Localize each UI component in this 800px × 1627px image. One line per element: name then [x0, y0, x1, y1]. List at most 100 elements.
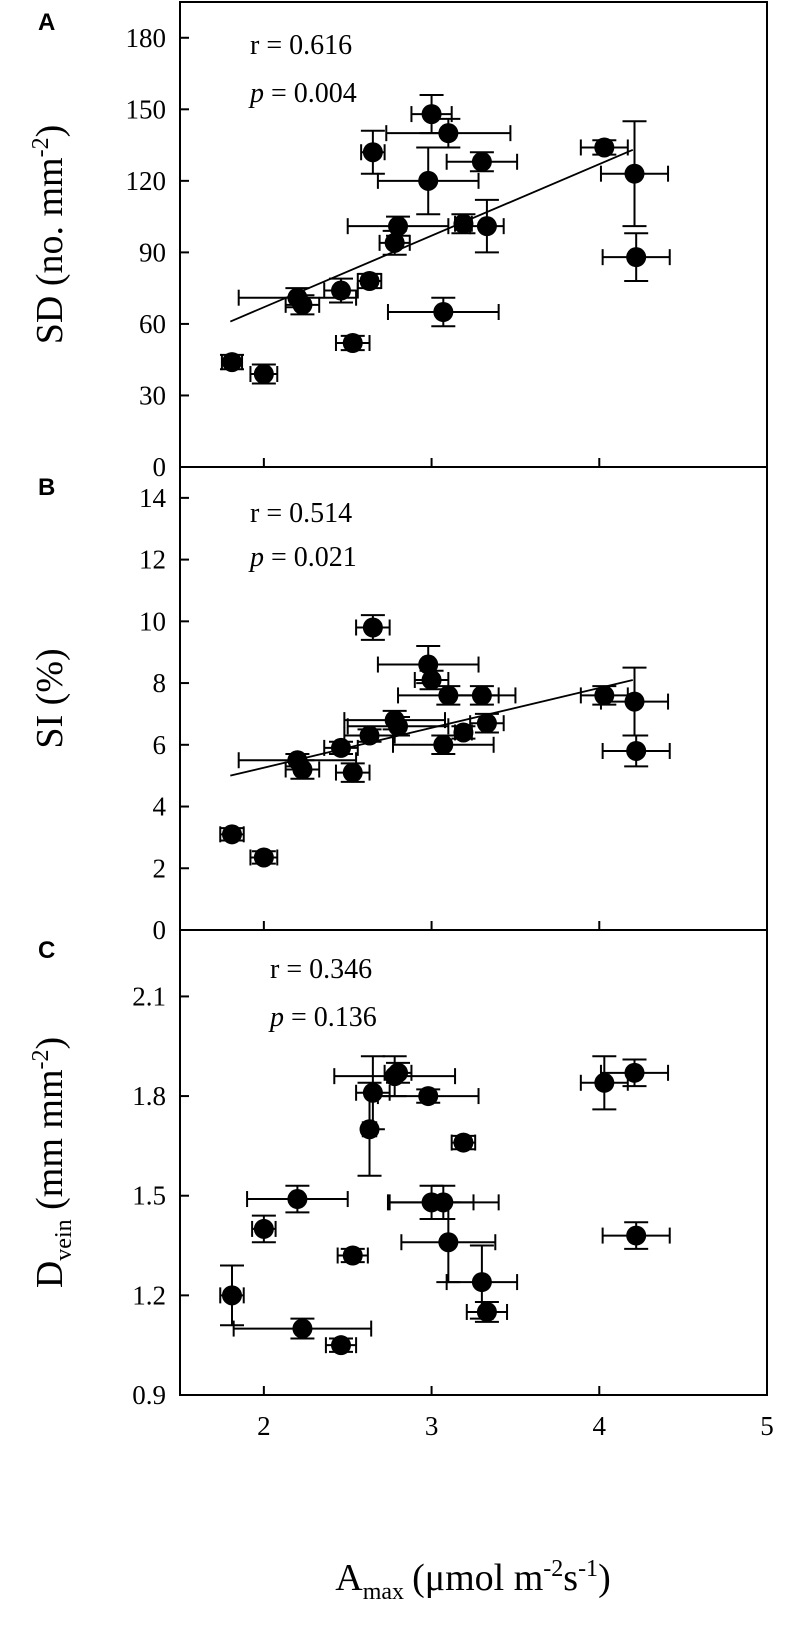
data-point	[438, 1232, 459, 1253]
data-point	[418, 654, 439, 675]
panel-a: A 0 30 60 90 120 150 180 r = 0.616 p = 0.004 SD (n…	[28, 1, 768, 482]
data-point	[433, 734, 454, 755]
panel-b-letter: B	[38, 474, 55, 501]
y-tick-label: 1.8	[132, 1081, 166, 1111]
data-point	[221, 352, 242, 373]
data-point	[626, 247, 647, 268]
data-point	[471, 685, 492, 706]
data-point	[438, 123, 459, 144]
stat-r-value: r = 0.346	[270, 954, 372, 985]
data-point	[421, 669, 442, 690]
x-tick-label: 3	[425, 1411, 439, 1441]
panel-b-stat-p: p = 0.021	[248, 542, 357, 573]
data-point	[476, 1301, 497, 1322]
panel-b-y-axis-title: SI (%)	[29, 648, 71, 748]
panel-c-y-axis-title: Dvein (mm mm-2)	[28, 1037, 77, 1288]
y-axis-label-sub: vein	[51, 1219, 77, 1260]
y-axis-unit: (mm mm	[29, 1069, 71, 1219]
y-tick-label: 120	[126, 166, 167, 196]
y-axis-unit-end: )	[29, 1037, 71, 1050]
data-point	[453, 213, 474, 234]
x-axis-unit-mid: s	[563, 1557, 578, 1599]
data-point	[331, 1335, 352, 1356]
y-tick-label: 2	[153, 853, 167, 883]
y-tick-label: 10	[139, 606, 166, 636]
data-point	[594, 685, 615, 706]
data-point	[388, 216, 409, 237]
panel-c: C 0.9 1.2 1.5 1.8 2.1 2 3 4 5 r = 0.346 p = 0.136 Dv…	[28, 929, 774, 1441]
y-axis-label: SD (no. mm	[29, 157, 71, 344]
y-tick-label: 30	[139, 380, 166, 410]
data-point	[253, 364, 274, 384]
y-tick-label: 150	[126, 94, 167, 124]
stat-r-value: r = 0.514	[250, 498, 352, 529]
data-point	[453, 1132, 474, 1153]
y-tick-label: 60	[139, 309, 166, 339]
y-tick-label: 12	[139, 545, 166, 575]
data-point	[292, 759, 313, 780]
data-point	[359, 725, 380, 746]
panel-c-letter: C	[38, 937, 55, 964]
panel-a-frame	[179, 1, 768, 468]
panel-a-y-axis-title: SD (no. mm-2)	[28, 125, 71, 345]
x-axis-title: Amax (μmol m-2s-1)	[335, 1556, 610, 1605]
data-point	[253, 1218, 274, 1239]
data-point	[624, 1062, 645, 1083]
data-point	[453, 722, 474, 743]
panel-b: B 0 2 4 6 8 10 12 14 r = 0.514 p = 0.021 SI (%)	[29, 466, 768, 945]
data-point	[292, 294, 313, 315]
data-point	[624, 691, 645, 712]
x-axis-label: A	[335, 1557, 363, 1599]
y-tick-label: 1.5	[132, 1181, 166, 1211]
stat-r-value: r = 0.616	[250, 30, 352, 61]
panel-c-frame	[179, 929, 768, 1396]
y-axis-unit-sup: -2	[28, 137, 54, 157]
x-tick-label: 5	[760, 1411, 774, 1441]
data-point	[342, 333, 363, 353]
panel-c-stat-p: p = 0.136	[268, 1002, 377, 1033]
data-point	[418, 1086, 439, 1107]
data-point	[626, 740, 647, 761]
x-axis-unit-sup: -2	[543, 1556, 563, 1582]
y-axis-unit-sup: -2	[28, 1049, 54, 1069]
panel-c-stat-r: r = 0.346	[270, 954, 372, 985]
y-axis-label: SI (%)	[29, 648, 71, 748]
y-tick-label: 2.1	[132, 981, 166, 1011]
stat-p-value: = 0.004	[264, 78, 357, 109]
x-axis-label-sub: max	[363, 1579, 404, 1605]
stat-p-value: = 0.136	[284, 1002, 377, 1033]
data-point	[388, 1062, 409, 1083]
data-point	[362, 142, 383, 163]
y-axis-label: D	[29, 1261, 71, 1288]
data-point	[287, 1189, 308, 1210]
x-axis-unit-sup: -1	[578, 1556, 598, 1582]
data-point	[418, 170, 439, 191]
data-point	[331, 280, 352, 301]
stat-p-symbol: p	[248, 542, 264, 573]
y-axis-unit-end: )	[29, 125, 71, 138]
data-point	[471, 151, 492, 172]
y-tick-label: 0	[153, 915, 167, 945]
data-point	[471, 1272, 492, 1293]
data-point	[476, 713, 497, 734]
data-point	[221, 824, 242, 845]
y-tick-label: 180	[126, 23, 167, 53]
data-point	[384, 232, 405, 253]
data-point	[624, 163, 645, 184]
stat-p-value: = 0.021	[264, 542, 357, 573]
data-point	[221, 1285, 242, 1306]
panel-a-letter: A	[38, 9, 55, 36]
data-point	[626, 1225, 647, 1246]
data-point	[362, 1082, 383, 1103]
y-tick-label: 8	[153, 668, 167, 698]
y-tick-label: 0	[153, 452, 167, 482]
x-tick-label: 4	[593, 1411, 607, 1441]
panel-a-stat-p: p = 0.004	[248, 78, 357, 109]
data-point	[594, 1072, 615, 1093]
data-point	[362, 617, 383, 638]
data-point	[253, 847, 274, 868]
data-point	[388, 716, 409, 737]
y-tick-label: 14	[139, 483, 167, 513]
y-tick-label: 4	[153, 792, 167, 822]
